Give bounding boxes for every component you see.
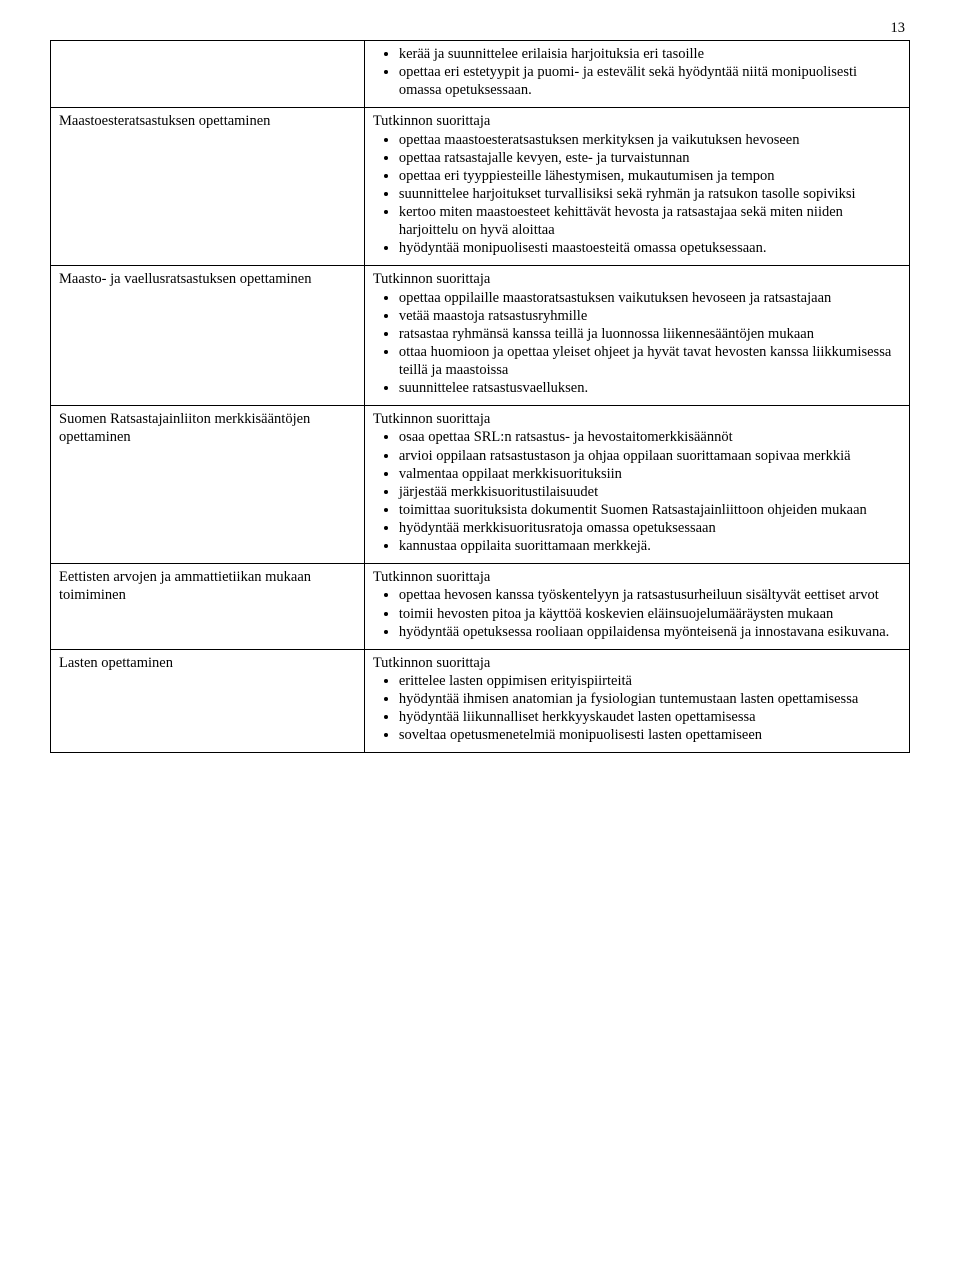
list-item: ottaa huomioon ja opettaa yleiset ohjeet… bbox=[399, 343, 901, 379]
document-page: 13 kerää ja suunnittelee erilaisia harjo… bbox=[0, 0, 960, 783]
list-item: hyödyntää ihmisen anatomian ja fysiologi… bbox=[399, 690, 901, 708]
bullet-list: osaa opettaa SRL:n ratsastus- ja hevosta… bbox=[373, 428, 901, 555]
list-item: suunnittelee harjoitukset turvallisiksi … bbox=[399, 185, 901, 203]
bullet-list: erittelee lasten oppimisen erityispiirte… bbox=[373, 672, 901, 745]
list-item: toimittaa suorituksista dokumentit Suome… bbox=[399, 501, 901, 519]
table-row: Eettisten arvojen ja ammattietiikan muka… bbox=[51, 564, 910, 650]
list-item: kertoo miten maastoesteet kehittävät hev… bbox=[399, 203, 901, 239]
list-item: hyödyntää monipuolisesti maastoesteitä o… bbox=[399, 239, 901, 257]
lead-text: Tutkinnon suorittaja bbox=[373, 410, 901, 428]
bullet-list: opettaa hevosen kanssa työskentelyyn ja … bbox=[373, 586, 901, 640]
list-item: järjestää merkkisuoritustilaisuudet bbox=[399, 483, 901, 501]
list-item: opettaa eri tyyppiesteille lähestymisen,… bbox=[399, 167, 901, 185]
list-item: suunnittelee ratsastusvaelluksen. bbox=[399, 379, 901, 397]
list-item: ratsastaa ryhmänsä kanssa teillä ja luon… bbox=[399, 325, 901, 343]
bullet-list: kerää ja suunnittelee erilaisia harjoitu… bbox=[373, 45, 901, 99]
list-item: hyödyntää merkkisuoritusratoja omassa op… bbox=[399, 519, 901, 537]
requirements-table: kerää ja suunnittelee erilaisia harjoitu… bbox=[50, 40, 910, 753]
list-item: opettaa eri estetyypit ja puomi- ja este… bbox=[399, 63, 901, 99]
list-item: opettaa hevosen kanssa työskentelyyn ja … bbox=[399, 586, 901, 604]
list-item: opettaa maastoesteratsastuksen merkityks… bbox=[399, 131, 901, 149]
row-title-cell bbox=[51, 41, 365, 108]
list-item: vetää maastoja ratsastusryhmille bbox=[399, 307, 901, 325]
row-title-cell: Eettisten arvojen ja ammattietiikan muka… bbox=[51, 564, 365, 650]
row-content-cell: Tutkinnon suorittajaerittelee lasten opp… bbox=[364, 649, 909, 753]
row-content-cell: Tutkinnon suorittajaopettaa oppilaille m… bbox=[364, 266, 909, 406]
list-item: opettaa ratsastajalle kevyen, este- ja t… bbox=[399, 149, 901, 167]
list-item: hyödyntää opetuksessa rooliaan oppilaide… bbox=[399, 623, 901, 641]
table-row: Maasto- ja vaellusratsastuksen opettamin… bbox=[51, 266, 910, 406]
list-item: kerää ja suunnittelee erilaisia harjoitu… bbox=[399, 45, 901, 63]
table-row: Suomen Ratsastajainliiton merkkisääntöje… bbox=[51, 406, 910, 564]
row-title-cell: Maastoesteratsastuksen opettaminen bbox=[51, 108, 365, 266]
row-content-cell: Tutkinnon suorittajaosaa opettaa SRL:n r… bbox=[364, 406, 909, 564]
lead-text: Tutkinnon suorittaja bbox=[373, 112, 901, 130]
table-row: Maastoesteratsastuksen opettaminenTutkin… bbox=[51, 108, 910, 266]
list-item: opettaa oppilaille maastoratsastuksen va… bbox=[399, 289, 901, 307]
lead-text: Tutkinnon suorittaja bbox=[373, 568, 901, 586]
list-item: kannustaa oppilaita suorittamaan merkkej… bbox=[399, 537, 901, 555]
list-item: osaa opettaa SRL:n ratsastus- ja hevosta… bbox=[399, 428, 901, 446]
row-content-cell: kerää ja suunnittelee erilaisia harjoitu… bbox=[364, 41, 909, 108]
bullet-list: opettaa maastoesteratsastuksen merkityks… bbox=[373, 131, 901, 258]
lead-text: Tutkinnon suorittaja bbox=[373, 654, 901, 672]
list-item: valmentaa oppilaat merkkisuorituksiin bbox=[399, 465, 901, 483]
list-item: arvioi oppilaan ratsastustason ja ohjaa … bbox=[399, 447, 901, 465]
list-item: hyödyntää liikunnalliset herkkyyskaudet … bbox=[399, 708, 901, 726]
page-number: 13 bbox=[891, 20, 906, 37]
list-item: soveltaa opetusmenetelmiä monipuolisesti… bbox=[399, 726, 901, 744]
list-item: erittelee lasten oppimisen erityispiirte… bbox=[399, 672, 901, 690]
list-item: toimii hevosten pitoa ja käyttöä koskevi… bbox=[399, 605, 901, 623]
lead-text: Tutkinnon suorittaja bbox=[373, 270, 901, 288]
row-content-cell: Tutkinnon suorittajaopettaa maastoestera… bbox=[364, 108, 909, 266]
row-title-cell: Maasto- ja vaellusratsastuksen opettamin… bbox=[51, 266, 365, 406]
row-title-cell: Suomen Ratsastajainliiton merkkisääntöje… bbox=[51, 406, 365, 564]
table-row: Lasten opettaminenTutkinnon suorittajaer… bbox=[51, 649, 910, 753]
row-content-cell: Tutkinnon suorittajaopettaa hevosen kans… bbox=[364, 564, 909, 650]
bullet-list: opettaa oppilaille maastoratsastuksen va… bbox=[373, 289, 901, 398]
row-title-cell: Lasten opettaminen bbox=[51, 649, 365, 753]
table-row: kerää ja suunnittelee erilaisia harjoitu… bbox=[51, 41, 910, 108]
